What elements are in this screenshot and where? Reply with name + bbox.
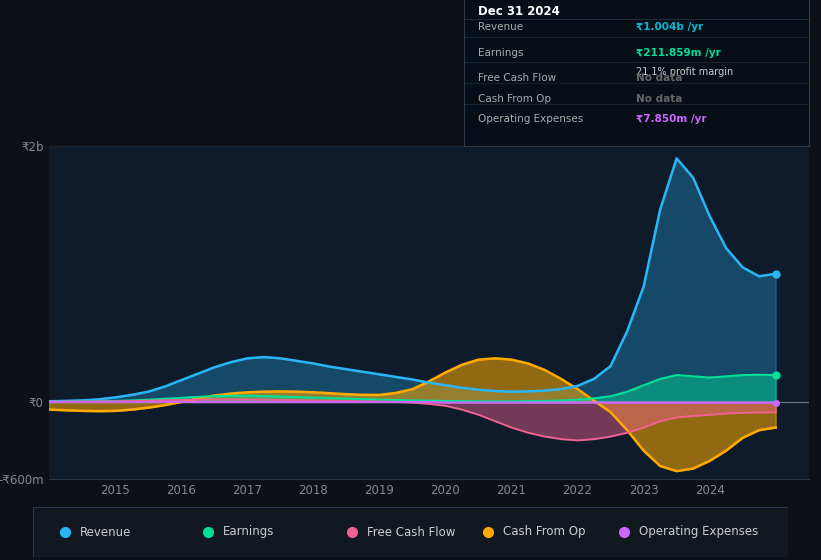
Text: ₹1.004b /yr: ₹1.004b /yr <box>636 22 704 32</box>
Text: Earnings: Earnings <box>223 525 274 539</box>
Text: No data: No data <box>636 73 682 83</box>
Text: No data: No data <box>636 94 682 104</box>
Text: Earnings: Earnings <box>478 48 523 58</box>
Text: Free Cash Flow: Free Cash Flow <box>367 525 455 539</box>
Text: Operating Expenses: Operating Expenses <box>639 525 758 539</box>
Text: ₹211.859m /yr: ₹211.859m /yr <box>636 48 721 58</box>
Text: Operating Expenses: Operating Expenses <box>478 114 583 124</box>
Text: Revenue: Revenue <box>478 22 523 32</box>
FancyBboxPatch shape <box>33 507 788 557</box>
Text: Dec 31 2024: Dec 31 2024 <box>478 4 560 17</box>
Text: Cash From Op: Cash From Op <box>502 525 585 539</box>
Text: Free Cash Flow: Free Cash Flow <box>478 73 556 83</box>
Text: 21.1% profit margin: 21.1% profit margin <box>636 67 733 77</box>
Text: Cash From Op: Cash From Op <box>478 94 551 104</box>
Text: ₹7.850m /yr: ₹7.850m /yr <box>636 114 707 124</box>
Text: Revenue: Revenue <box>80 525 131 539</box>
